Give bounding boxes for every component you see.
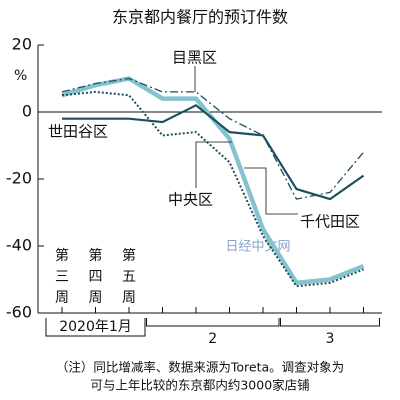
group-label: 2 (208, 331, 217, 347)
group-bracket (280, 318, 380, 327)
series-line (62, 104, 365, 201)
x-tick-label: 第五周 (122, 247, 136, 306)
y-tick-label: 0 (22, 102, 32, 121)
group-bracket (45, 318, 146, 337)
x-tick-label: 第三周 (55, 247, 69, 306)
series-line (61, 76, 365, 286)
note: （注）同比增减率、数据来源为Toreta。调查对象为 (56, 360, 344, 375)
y-tick-label: -40 (6, 236, 32, 255)
x-tick-label: 第四周 (89, 247, 103, 306)
group-label: 3 (326, 331, 335, 347)
y-tick-label: -60 (6, 303, 32, 322)
series-label: 千代田区 (300, 213, 360, 231)
y-tick-label: -20 (6, 169, 32, 188)
note: 可与上年比较的东京都内约3000家店铺 (90, 378, 309, 393)
series-label: 中央区 (168, 191, 213, 209)
series-label: 世田谷区 (48, 123, 108, 141)
series-line (61, 90, 364, 288)
group-bracket (146, 318, 280, 327)
y-unit: % (14, 68, 27, 84)
leader (244, 167, 298, 215)
y-tick-label: 20 (12, 35, 32, 54)
series-line (61, 77, 364, 200)
watermark: 日经中文网 (225, 240, 290, 255)
leader (195, 141, 232, 188)
series-label: 目黑区 (172, 49, 217, 67)
chart-title: 东京都内餐厅的预订件数 (112, 8, 288, 27)
group-label: 2020年1月 (59, 319, 132, 335)
